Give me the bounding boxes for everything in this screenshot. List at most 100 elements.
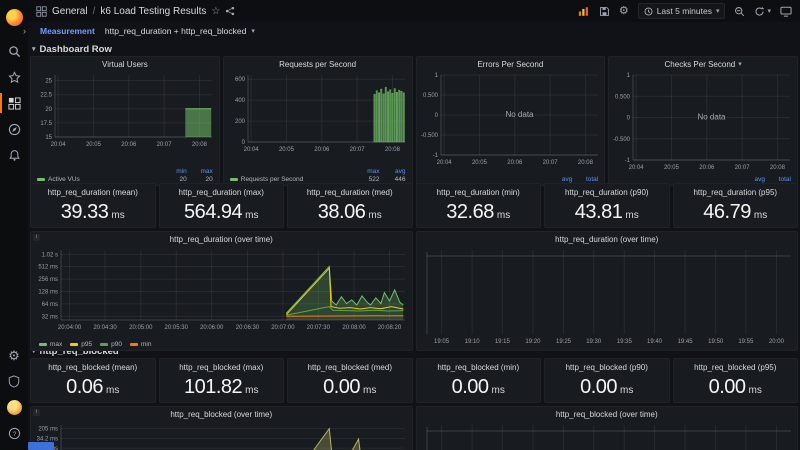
series-avg-value: 446 [394, 176, 406, 183]
panel-title[interactable]: http_req_duration (over time) [169, 234, 273, 244]
stat-title[interactable]: http_req_duration (p90) [564, 187, 649, 197]
variable-value-dropdown[interactable]: http_req_duration + http_req_blocked ▾ [105, 26, 255, 36]
help-icon[interactable]: ? [0, 420, 28, 446]
panel-title[interactable]: http_req_blocked (over time) [170, 409, 273, 419]
sidebar-expand-icon[interactable]: › [23, 26, 26, 36]
panel-title[interactable]: http_req_blocked (over time) [555, 409, 658, 419]
dashboard-title[interactable]: k6 Load Testing Results [100, 5, 207, 17]
stat-value: 0.00 ms [708, 376, 762, 398]
explore-compass-icon[interactable] [0, 116, 28, 142]
panel-title[interactable]: Requests per Second [279, 59, 357, 69]
panel-info-icon[interactable]: i [33, 234, 40, 241]
series-max-value: 20 [205, 176, 213, 183]
legend-item-p90[interactable]: p90 [100, 341, 122, 348]
svg-text:19:45: 19:45 [677, 339, 693, 345]
svg-text:20:05:00: 20:05:00 [129, 325, 153, 331]
duration-stats-row: http_req_duration (mean) 39.33 ms http_re… [30, 183, 798, 228]
settings-gear-icon[interactable]: ⚙ [8, 347, 20, 363]
stat-title[interactable]: http_req_blocked (max) [179, 362, 264, 372]
legend-sort-avg[interactable]: avg [561, 176, 573, 183]
stat-value: 0.00 ms [580, 376, 634, 398]
dashboard-settings-icon[interactable]: ⚙ [618, 4, 629, 17]
legend-sort-min[interactable]: min [176, 168, 187, 175]
refresh-interval-caret-icon[interactable]: ▾ [767, 8, 771, 15]
legend-sort-avg[interactable]: avg [754, 176, 765, 183]
legend-item-p95[interactable]: p95 [70, 341, 92, 348]
legend-sort-total[interactable]: total [778, 176, 791, 183]
legend-item-min[interactable]: min [130, 341, 151, 348]
refresh-icon[interactable]: ▾ [754, 6, 771, 17]
search-icon[interactable] [0, 38, 28, 64]
svg-text:20:08:00: 20:08:00 [342, 325, 366, 331]
panel-duration-over-time: i http_req_duration (over time) 20:04:00… [30, 231, 413, 351]
legend-sort-max[interactable]: max [367, 168, 380, 175]
legend-sort-max[interactable]: max [200, 168, 213, 175]
svg-text:-1: -1 [432, 153, 438, 159]
svg-text:19:25: 19:25 [555, 339, 571, 345]
starred-icon[interactable] [0, 64, 28, 90]
share-icon[interactable] [225, 6, 235, 16]
stat-duration-min: http_req_duration (min) 32.68 ms [415, 183, 541, 228]
panel-title[interactable]: http_req_duration (over time) [555, 234, 659, 244]
stat-title[interactable]: http_req_blocked (mean) [48, 362, 138, 372]
svg-text:0: 0 [434, 113, 438, 119]
panel-blocked-over-time: i http_req_blocked (over time) 205 ms 34.… [30, 406, 413, 450]
navbar-actions: ⚙ Last 5 minutes ▾ ▾ [578, 3, 792, 19]
svg-text:0: 0 [241, 140, 245, 146]
stat-title[interactable]: http_req_duration (mean) [47, 187, 138, 197]
svg-text:25: 25 [45, 79, 52, 85]
svg-text:20:07:30: 20:07:30 [307, 325, 331, 331]
stat-value: 43.81 ms [574, 201, 639, 223]
stat-title[interactable]: http_req_duration (max) [178, 187, 264, 197]
server-admin-shield-icon[interactable] [0, 368, 28, 394]
blocked-over-time-empty-chart[interactable]: 19:0519:1019:1519:2019:2519:3019:3519:40… [417, 421, 798, 450]
stat-title[interactable]: http_req_duration (min) [436, 187, 520, 197]
stat-title[interactable]: http_req_blocked (p95) [694, 362, 777, 372]
panel-info-icon[interactable]: i [33, 409, 40, 416]
time-range-label: Last 5 minutes [656, 6, 712, 16]
user-avatar[interactable] [0, 394, 28, 420]
panel-title[interactable]: Virtual Users [102, 59, 148, 69]
favorite-star-icon[interactable]: ☆ [211, 5, 221, 17]
alerting-bell-icon[interactable] [0, 142, 28, 168]
add-panel-icon[interactable] [578, 6, 590, 17]
panel-virtual-users: Virtual Users 20:04 20:05 20:06 20:07 20:08 2… [30, 56, 220, 186]
time-range-caret-icon: ▾ [715, 8, 720, 15]
zoom-out-icon[interactable] [734, 6, 745, 17]
duration-over-time-chart[interactable]: 20:04:00 20:04:30 20:05:00 20:05:30 20:06:00… [31, 246, 412, 341]
requests-per-second-chart[interactable]: 20:04 20:05 20:06 20:07 20:08 600 400 200 0 [224, 71, 412, 168]
stat-title[interactable]: http_req_duration (p95) [693, 187, 778, 197]
legend-item-max[interactable]: max [39, 341, 62, 348]
panel-title[interactable]: Errors Per Second [477, 59, 544, 69]
legend-sort-total[interactable]: total [585, 176, 599, 183]
errors-per-second-chart[interactable]: 20:04 20:05 20:06 20:07 20:08 1 0.500 0 -0.500 -1… [417, 71, 605, 176]
panel-menu-caret-icon[interactable]: ▾ [738, 61, 742, 68]
row-header-http-req-blocked[interactable]: ▾ http_req_blocked [30, 344, 798, 358]
breadcrumb-folder[interactable]: General [52, 5, 88, 17]
svg-text:20:04:30: 20:04:30 [93, 325, 117, 331]
stat-title[interactable]: http_req_blocked (med) [307, 362, 393, 372]
stat-title[interactable]: http_req_blocked (min) [437, 362, 520, 372]
grafana-logo-icon[interactable] [0, 4, 28, 30]
checks-per-second-chart[interactable]: 20:04 20:05 20:06 20:07 20:08 1 0.500 0 -0.500 -1… [609, 71, 797, 176]
stat-value: 32.68 ms [446, 201, 511, 223]
row-header-dashboard-row[interactable]: ▾ Dashboard Row [30, 42, 798, 56]
legend-sort-avg[interactable]: avg [395, 168, 406, 175]
time-range-picker[interactable]: Last 5 minutes ▾ [637, 3, 726, 19]
virtual-users-chart[interactable]: 20:04 20:05 20:06 20:07 20:08 25 22.5 20 17.5 15 [31, 71, 219, 168]
stat-title[interactable]: http_req_blocked (p90) [565, 362, 648, 372]
cycle-view-monitor-icon[interactable] [780, 6, 792, 17]
series-label[interactable]: Active VUs [48, 176, 80, 183]
svg-text:15: 15 [45, 135, 52, 141]
panel-title[interactable]: Checks Per Second ▾ [664, 59, 742, 69]
duration-over-time-empty-chart[interactable]: 19:05 19:10 19:15 19:20 19:25 19:30 19:35 19:40… [417, 246, 798, 350]
clock-icon [644, 7, 653, 15]
stat-title[interactable]: http_req_duration (med) [306, 187, 393, 197]
sidebar-item-dashboards[interactable] [0, 90, 28, 116]
svg-text:20:04: 20:04 [51, 142, 67, 148]
svg-text:128 ms: 128 ms [38, 289, 58, 295]
save-dashboard-icon[interactable] [599, 6, 610, 17]
series-label[interactable]: Requests per Second [240, 176, 304, 183]
